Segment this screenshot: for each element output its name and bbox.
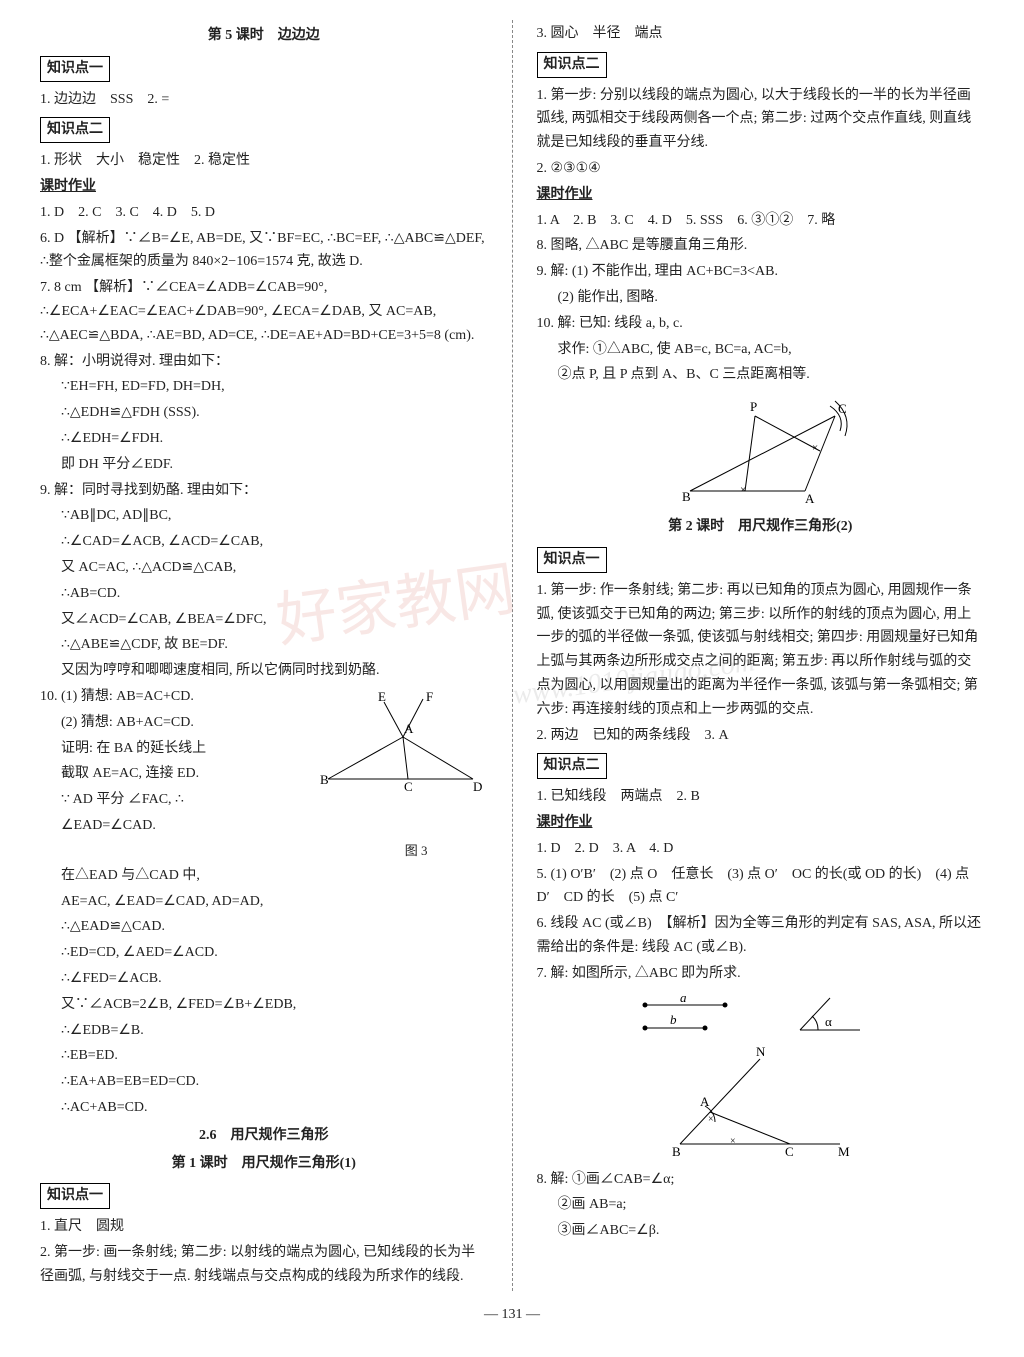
sec26-title: 2.6 用尺规作三角形 <box>40 1124 488 1148</box>
q9-l7: ∴△ABE≌△CDF, 故 BE=DF. <box>40 633 488 657</box>
r-q5: 5. (1) O′B′ (2) 点 O 任意长 (3) 点 O′ OC 的长(或… <box>537 863 985 911</box>
q10-l14: ∴EB=ED. <box>40 1044 488 1068</box>
q9-l1: 9. 解：同时寻找到奶酪. 理由如下： <box>40 479 488 503</box>
q6: 6. D 【解析】∵∠B=∠E, AB=DE, 又∵BF=EC, ∴BC=EF,… <box>40 227 488 275</box>
kp2-label: 知识点二 <box>40 117 110 143</box>
sec2-title: 第 2 课时 用尺规作三角形(2) <box>537 515 985 539</box>
fig3-caption: 图 3 <box>40 840 488 862</box>
r-q8-l1: 8. 解: ①画∠CAB=∠α; <box>537 1168 985 1192</box>
r-hw-label: 课时作业 <box>537 183 985 207</box>
q10-l6: ∠EAD=∠CAD. <box>40 814 488 838</box>
figure-q7-triangle: N A B C M × × <box>660 1044 860 1164</box>
svg-text:C: C <box>785 1144 794 1159</box>
svg-text:F: F <box>426 689 433 704</box>
r-kp2-item2: 2. ②③①④ <box>537 157 985 181</box>
page-number: — 131 — <box>40 1303 984 1327</box>
q10-l12: 又∵∠ACB=2∠B, ∠FED=∠B+∠EDB, <box>40 993 488 1017</box>
q9-l8: 又因为哼哼和唧唧速度相同, 所以它俩同时找到奶酪. <box>40 659 488 683</box>
right-column: 3. 圆心 半径 端点 知识点二 1. 第一步: 分别以线段的端点为圆心, 以大… <box>537 20 985 1291</box>
svg-text:×: × <box>812 442 818 454</box>
svg-text:C: C <box>404 779 413 794</box>
q9-l6: 又∠ACD=∠CAB, ∠BEA=∠DFC, <box>40 608 488 632</box>
figure-q7-segments: a b α <box>630 990 890 1040</box>
svg-text:M: M <box>838 1144 850 1159</box>
sec26-sub: 第 1 课时 用尺规作三角形(1) <box>40 1152 488 1176</box>
hw2-1-4: 1. D 2. D 3. A 4. D <box>537 837 985 861</box>
svg-text:×: × <box>730 1136 736 1147</box>
q9-l4: 又 AC=AC, ∴△ACD≌△CAB, <box>40 556 488 580</box>
svg-text:D: D <box>473 779 482 794</box>
r-q6: 6. 线段 AC (或∠B) 【解析】因为全等三角形的判定有 SAS, ASA,… <box>537 912 985 960</box>
q10-l10: ∴ED=CD, ∠AED=∠ACD. <box>40 941 488 965</box>
figure-pabc: P C B A × × <box>660 391 860 511</box>
left-column: 第 5 课时 边边边 知识点一 1. 边边边 SSS 2. = 知识点二 1. … <box>40 20 488 1291</box>
svg-text:A: A <box>700 1094 710 1109</box>
svg-text:a: a <box>680 990 687 1005</box>
q9-l2: ∵AB∥DC, AD∥BC, <box>40 504 488 528</box>
svg-text:α: α <box>825 1014 832 1029</box>
kp1c-line2: 2. 两边 已知的两条线段 3. A <box>537 724 985 748</box>
q8-l4: ∴∠EDH=∠FDH. <box>40 427 488 451</box>
q9-l5: ∴AB=CD. <box>40 582 488 606</box>
svg-text:C: C <box>838 401 847 416</box>
r-q8-l3: ③画∠ABC=∠β. <box>537 1219 985 1243</box>
kp2c-item1: 1. 已知线段 两端点 2. B <box>537 785 985 809</box>
hw2-label: 课时作业 <box>537 811 985 835</box>
svg-text:B: B <box>320 772 329 787</box>
q10-l7: 在△EAD 与△CAD 中, <box>40 864 488 888</box>
q8-l5: 即 DH 平分∠EDF. <box>40 453 488 477</box>
q10-l13: ∴∠EDB=∠B. <box>40 1019 488 1043</box>
r-q9-l1: 9. 解: (1) 不能作出, 理由 AC+BC=3<AB. <box>537 260 985 284</box>
lesson-title-5: 第 5 课时 边边边 <box>40 24 488 48</box>
hw-answers-1-5: 1. D 2. C 3. C 4. D 5. D <box>40 201 488 225</box>
column-divider <box>512 20 513 1291</box>
kp2c-label: 知识点二 <box>537 753 607 779</box>
r-q8: 8. 图略, △ABC 是等腰直角三角形. <box>537 234 985 258</box>
kp1b-item1: 1. 直尺 圆规 <box>40 1215 488 1239</box>
kp2-item: 1. 形状 大小 稳定性 2. 稳定性 <box>40 149 488 173</box>
r-kp2-label: 知识点二 <box>537 52 607 78</box>
q7: 7. 8 cm 【解析】∵∠CEA=∠ADB=∠CAB=90°, ∴∠ECA+∠… <box>40 276 488 347</box>
r-q9-l2: (2) 能作出, 图略. <box>537 286 985 310</box>
q10-l9: ∴△EAD≌△CAD. <box>40 915 488 939</box>
svg-text:P: P <box>750 399 757 414</box>
r-line3: 3. 圆心 半径 端点 <box>537 22 985 46</box>
kp1-item: 1. 边边边 SSS 2. = <box>40 88 488 112</box>
r-kp2-item1: 1. 第一步: 分别以线段的端点为圆心, 以大于线段长的一半的长为半径画弧线, … <box>537 84 985 155</box>
svg-text:b: b <box>670 1012 677 1027</box>
hw-label: 课时作业 <box>40 175 488 199</box>
q9-l3: ∴∠CAD=∠ACB, ∠ACD=∠CAB, <box>40 530 488 554</box>
svg-text:N: N <box>756 1044 766 1059</box>
q8-l2: ∵EH=FH, ED=FD, DH=DH, <box>40 375 488 399</box>
kp1b-item2: 2. 第一步: 画一条射线; 第二步: 以射线的端点为圆心, 已知线段的长为半径… <box>40 1241 488 1289</box>
r-q10-l3: ②点 P, 且 P 点到 A、B、C 三点距离相等. <box>537 363 985 387</box>
r-q10-l2: 求作: ①△ABC, 使 AB=c, BC=a, AC=b, <box>537 338 985 362</box>
svg-text:×: × <box>740 484 746 496</box>
svg-text:B: B <box>672 1144 681 1159</box>
svg-text:×: × <box>708 1114 714 1125</box>
q10-l11: ∴∠FED=∠ACB. <box>40 967 488 991</box>
r-q8-l2: ②画 AB=a; <box>537 1193 985 1217</box>
r-q7: 7. 解: 如图所示, △ABC 即为所求. <box>537 962 985 986</box>
svg-text:A: A <box>404 721 414 736</box>
r-hw-1-7: 1. A 2. B 3. C 4. D 5. SSS 6. ③①② 7. 略 <box>537 209 985 233</box>
svg-text:A: A <box>805 491 815 506</box>
svg-text:E: E <box>378 689 386 704</box>
q10-l8: AE=AC, ∠EAD=∠CAD, AD=AD, <box>40 890 488 914</box>
kp1b-label: 知识点一 <box>40 1183 110 1209</box>
q10-l16: ∴AC+AB=CD. <box>40 1096 488 1120</box>
q10-l15: ∴EA+AB=EB=ED=CD. <box>40 1070 488 1094</box>
svg-text:B: B <box>682 489 691 504</box>
q8-l1: 8. 解：小明说得对. 理由如下： <box>40 350 488 374</box>
kp1c-text: 1. 第一步: 作一条射线; 第二步: 再以已知角的顶点为圆心, 用圆规作一条弧… <box>537 579 985 722</box>
kp1c-label: 知识点一 <box>537 547 607 573</box>
kp1-label: 知识点一 <box>40 56 110 82</box>
r-q10-l1: 10. 解: 已知: 线段 a, b, c. <box>537 312 985 336</box>
q8-l3: ∴△EDH≌△FDH (SSS). <box>40 401 488 425</box>
figure-3: E F A B C D <box>308 689 488 799</box>
